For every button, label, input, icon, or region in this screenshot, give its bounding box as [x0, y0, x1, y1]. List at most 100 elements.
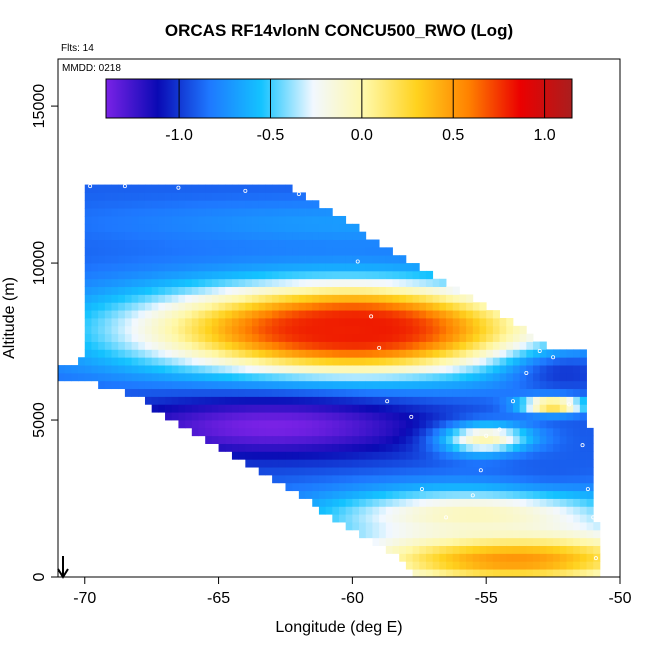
heatmap-cell	[512, 404, 521, 413]
heatmap-cell	[245, 318, 253, 327]
heatmap-cell	[158, 380, 166, 390]
heatmap-cell	[365, 357, 373, 366]
heatmap-cell	[185, 380, 193, 390]
heatmap-cell	[191, 215, 199, 225]
heatmap-cell	[452, 357, 460, 366]
heatmap-cell	[499, 365, 507, 374]
heatmap-cell	[245, 231, 253, 240]
heatmap-cell	[432, 498, 440, 507]
heatmap-cell	[272, 278, 280, 288]
heatmap-cell	[392, 537, 400, 547]
heatmap-cell	[452, 459, 460, 468]
heatmap-cell	[171, 333, 179, 342]
heatmap-cell	[91, 223, 99, 233]
heatmap-cell	[546, 537, 554, 547]
heatmap-cell	[546, 506, 554, 515]
heatmap-cell	[526, 561, 534, 570]
heatmap-cell	[312, 474, 320, 484]
heatmap-cell	[519, 365, 527, 374]
heatmap-cell	[412, 545, 420, 554]
heatmap-cell	[305, 380, 313, 390]
heatmap-cell	[171, 247, 179, 256]
heatmap-cell	[399, 498, 407, 507]
heatmap-cell	[506, 420, 514, 429]
heatmap-cell	[566, 467, 574, 476]
heatmap-cell	[499, 522, 507, 531]
heatmap-cell	[372, 325, 380, 335]
heatmap-cell	[218, 184, 226, 193]
heatmap-cell	[499, 404, 507, 413]
heatmap-cell	[272, 372, 280, 382]
heatmap-cell	[486, 443, 494, 452]
heatmap-cell	[104, 231, 112, 240]
heatmap-cell	[392, 341, 400, 350]
heatmap-cell	[586, 553, 594, 562]
observation-point	[369, 314, 374, 319]
observation-point	[385, 399, 390, 404]
heatmap-cell	[171, 388, 179, 397]
heatmap-cell	[579, 459, 587, 468]
heatmap-cell	[312, 247, 320, 256]
heatmap-cell	[144, 357, 153, 366]
heatmap-cell	[205, 349, 213, 358]
heatmap-cell	[499, 318, 507, 327]
heatmap-cell	[272, 231, 280, 240]
heatmap-cell	[365, 427, 373, 437]
heatmap-cell	[104, 200, 112, 209]
observation-point	[524, 370, 529, 375]
heatmap-cell	[365, 396, 373, 405]
heatmap-cell	[486, 435, 494, 444]
heatmap-cell	[526, 506, 534, 515]
heatmap-cell	[252, 286, 260, 295]
heatmap-cell	[318, 270, 327, 280]
heatmap-cell	[238, 192, 246, 201]
heatmap-cell	[399, 467, 407, 476]
heatmap-cell	[352, 231, 360, 240]
heatmap-cell	[318, 365, 327, 374]
heatmap-cell	[339, 498, 347, 507]
heatmap-cell	[332, 459, 340, 468]
heatmap-cell	[439, 514, 447, 523]
heatmap-cell	[425, 357, 434, 366]
heatmap-cell	[191, 349, 199, 358]
heatmap-cell	[318, 208, 327, 217]
heatmap-cell	[539, 404, 547, 413]
heatmap-cell	[231, 231, 240, 240]
heatmap-cell	[379, 443, 387, 452]
heatmap-cell	[292, 404, 300, 413]
colorbar-tick-label: -0.5	[257, 127, 285, 144]
heatmap-cell	[205, 420, 213, 429]
heatmap-cell	[539, 459, 547, 468]
heatmap-cell	[352, 522, 360, 531]
heatmap-cell	[539, 420, 547, 429]
heatmap-cell	[372, 451, 380, 460]
heatmap-cell	[446, 482, 454, 492]
heatmap-cell	[138, 215, 146, 225]
heatmap-cell	[185, 325, 193, 335]
heatmap-cell	[252, 365, 260, 374]
observation-point	[409, 414, 414, 419]
heatmap-cell	[198, 302, 206, 311]
heatmap-cell	[345, 396, 353, 405]
heatmap-cell	[539, 341, 547, 350]
heatmap-cell	[225, 396, 233, 405]
heatmap-cell	[131, 294, 139, 303]
heatmap-cell	[292, 286, 300, 295]
heatmap-cell	[519, 435, 527, 444]
heatmap-cell	[111, 184, 119, 193]
heatmap-cell	[372, 404, 380, 413]
heatmap-cell	[372, 435, 380, 444]
heatmap-cell	[506, 341, 514, 350]
heatmap-cell	[345, 498, 353, 507]
heatmap-cell	[385, 278, 393, 288]
heatmap-cell	[131, 365, 139, 374]
heatmap-cell	[559, 514, 567, 523]
heatmap-cell	[379, 341, 387, 350]
heatmap-cell	[211, 380, 219, 390]
heatmap-cell	[84, 223, 92, 233]
heatmap-cell	[405, 263, 413, 272]
heatmap-cell	[124, 192, 132, 201]
heatmap-cell	[131, 215, 139, 225]
heatmap-cell	[238, 215, 246, 225]
heatmap-cell	[231, 357, 240, 366]
